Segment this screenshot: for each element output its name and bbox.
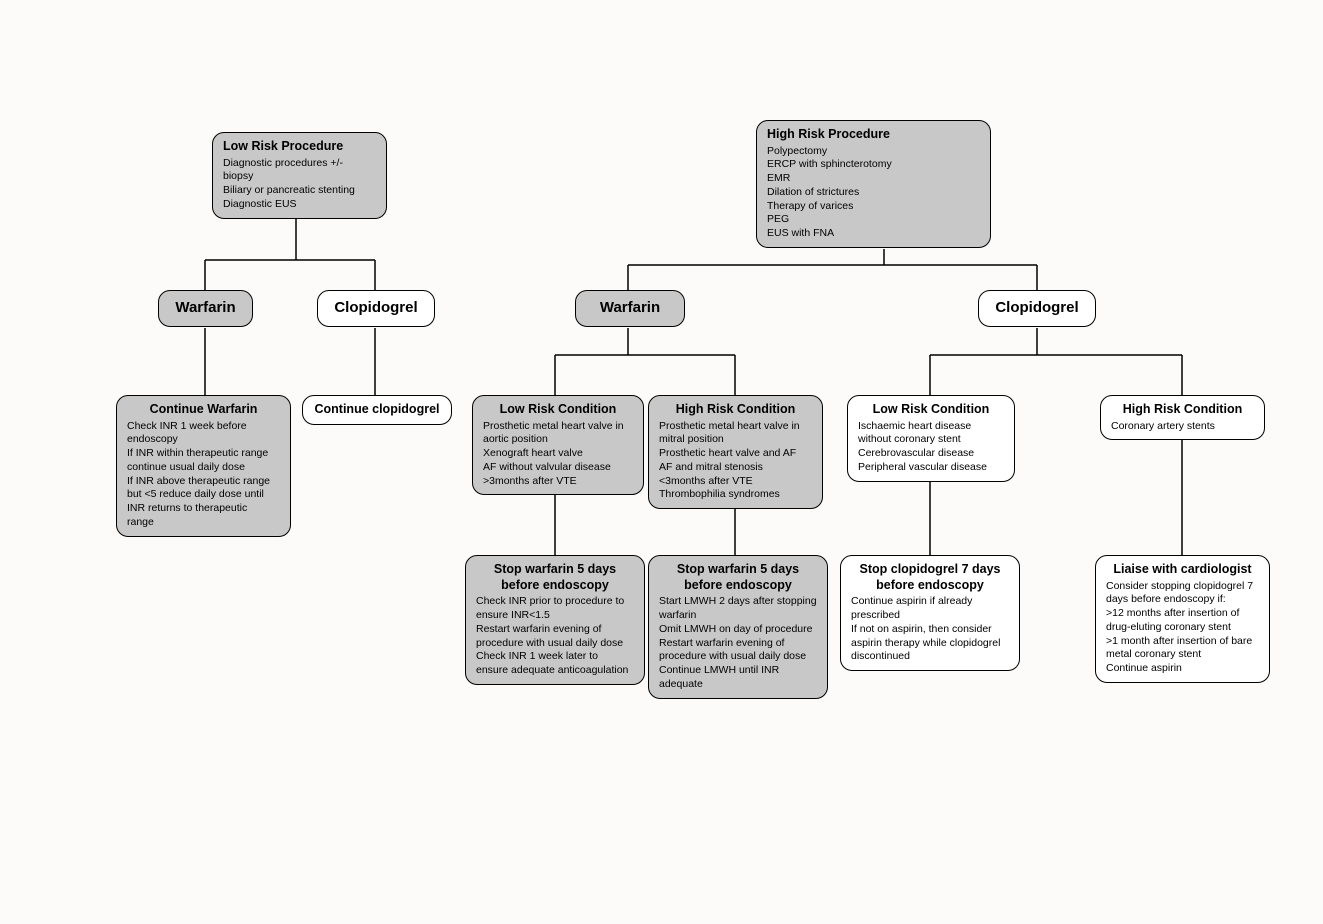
node-stop-warfarin-high: Stop warfarin 5 days before endoscopy St… (648, 555, 828, 699)
node-body: Start LMWH 2 days after stopping warfari… (659, 595, 817, 690)
node-continue-clopidogrel: Continue clopidogrel (302, 395, 452, 425)
node-stop-warfarin-low: Stop warfarin 5 days before endoscopy Ch… (465, 555, 645, 685)
node-body: Diagnostic procedures +/- biopsy Biliary… (223, 157, 355, 210)
node-title: High Risk Procedure (767, 127, 980, 143)
node-label: Clopidogrel (334, 299, 417, 316)
node-warfarin-low: Warfarin (158, 290, 253, 327)
node-body: Coronary artery stents (1111, 420, 1215, 432)
node-title: Low Risk Condition (858, 402, 1004, 418)
node-stop-clopidogrel: Stop clopidogrel 7 days before endoscopy… (840, 555, 1020, 671)
node-label: Warfarin (600, 299, 660, 316)
node-title: Stop clopidogrel 7 days before endoscopy (851, 562, 1009, 593)
node-title: Continue Warfarin (127, 402, 280, 418)
node-body: Polypectomy ERCP with sphincterotomy EMR… (767, 145, 892, 240)
node-continue-warfarin: Continue Warfarin Check INR 1 week befor… (116, 395, 291, 537)
node-title: Low Risk Procedure (223, 139, 376, 155)
node-clopidogrel-low: Clopidogrel (317, 290, 435, 327)
node-title: Stop warfarin 5 days before endoscopy (659, 562, 817, 593)
node-title: Liaise with cardiologist (1106, 562, 1259, 578)
node-warfarin-high: Warfarin (575, 290, 685, 327)
node-title: High Risk Condition (659, 402, 812, 418)
node-title: High Risk Condition (1111, 402, 1254, 418)
node-title: Stop warfarin 5 days before endoscopy (476, 562, 634, 593)
node-clopidogrel-high: Clopidogrel (978, 290, 1096, 327)
node-body: Check INR prior to procedure to ensure I… (476, 595, 628, 676)
node-high-risk-condition-clopidogrel: High Risk Condition Coronary artery sten… (1100, 395, 1265, 440)
node-low-risk-procedure: Low Risk Procedure Diagnostic procedures… (212, 132, 387, 219)
node-body: Continue aspirin if already prescribed I… (851, 595, 1000, 662)
node-low-risk-condition-clopidogrel: Low Risk Condition Ischaemic heart disea… (847, 395, 1015, 482)
node-label: Warfarin (175, 299, 235, 316)
node-body: Ischaemic heart disease without coronary… (858, 420, 987, 473)
node-title: Low Risk Condition (483, 402, 633, 418)
node-title: Continue clopidogrel (313, 402, 441, 418)
node-body: Prosthetic metal heart valve in mitral p… (659, 420, 800, 501)
node-high-risk-procedure: High Risk Procedure Polypectomy ERCP wit… (756, 120, 991, 248)
node-label: Clopidogrel (995, 299, 1078, 316)
node-low-risk-condition-warfarin: Low Risk Condition Prosthetic metal hear… (472, 395, 644, 495)
node-body: Check INR 1 week before endoscopy If INR… (127, 420, 270, 528)
node-liaise-cardiologist: Liaise with cardiologist Consider stoppi… (1095, 555, 1270, 683)
node-high-risk-condition-warfarin: High Risk Condition Prosthetic metal hea… (648, 395, 823, 509)
node-body: Consider stopping clopidogrel 7 days bef… (1106, 580, 1253, 675)
node-body: Prosthetic metal heart valve in aortic p… (483, 420, 624, 487)
